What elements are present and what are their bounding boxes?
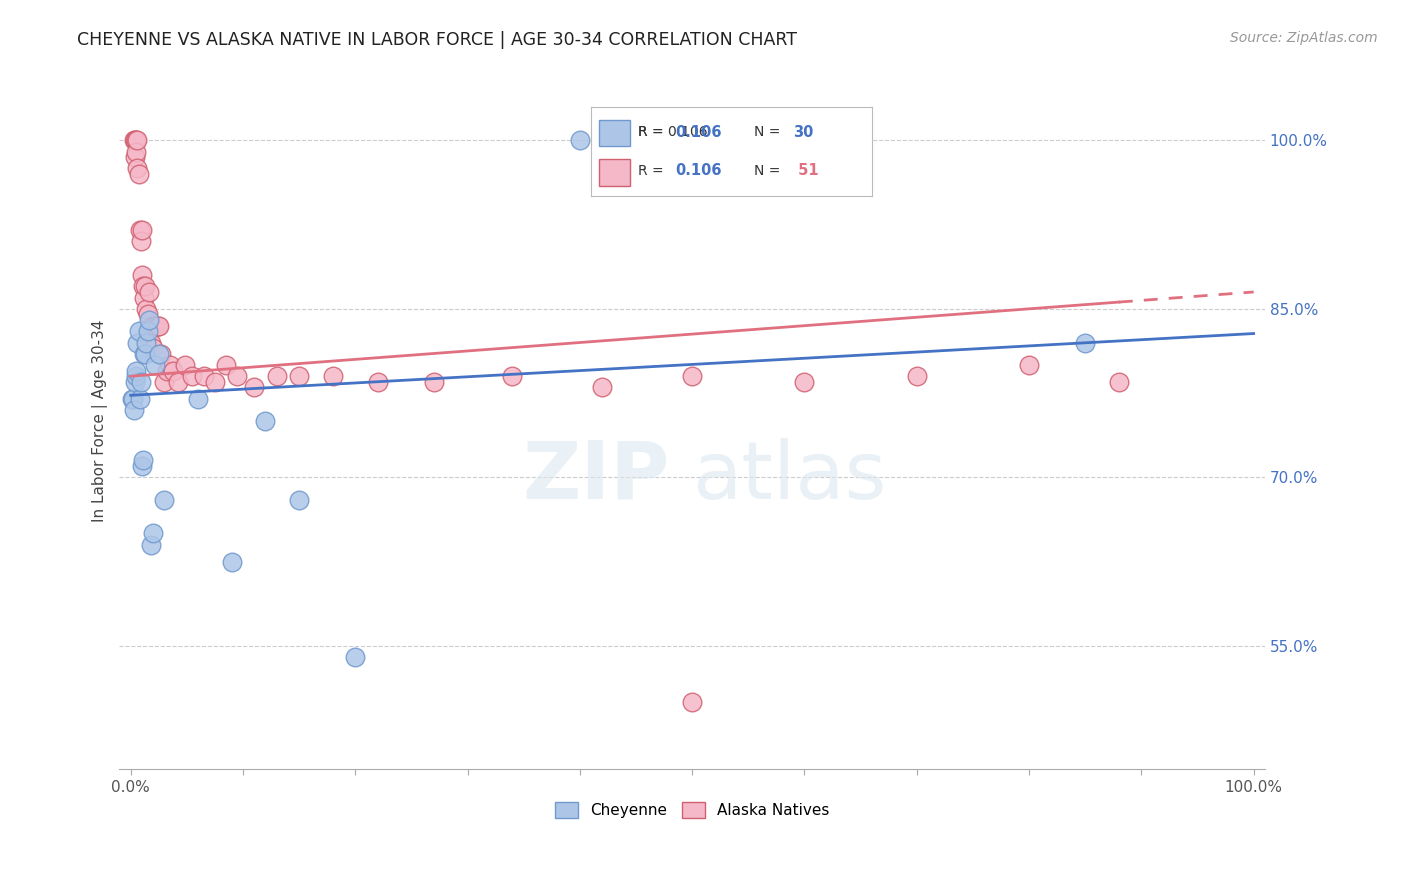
Text: N =: N = [754, 164, 785, 178]
Point [142, 526, 165, 541]
Point [138, 313, 160, 327]
Point [142, 341, 165, 355]
Point [138, 285, 160, 299]
Point [193, 369, 215, 384]
Point [124, 375, 146, 389]
Point [122, 392, 145, 406]
Point [145, 318, 167, 333]
Point [162, 363, 184, 377]
Point [159, 358, 181, 372]
Bar [599, 120, 630, 146]
Text: R =: R = [638, 164, 668, 178]
Point [226, 369, 249, 384]
Point [243, 380, 266, 394]
Point [146, 318, 169, 333]
Point [153, 492, 176, 507]
Point [166, 375, 188, 389]
Point [124, 150, 146, 164]
Point [128, 324, 150, 338]
Point [125, 369, 148, 384]
Text: R = 0.106: R = 0.106 [638, 126, 709, 139]
Point [568, 133, 591, 147]
Text: 30: 30 [793, 125, 813, 140]
Text: R =: R = [638, 126, 668, 139]
Point [125, 145, 148, 159]
Point [681, 695, 703, 709]
Point [124, 133, 146, 147]
Point [127, 335, 149, 350]
Text: 0.106: 0.106 [675, 163, 721, 178]
Point [134, 347, 156, 361]
Text: CHEYENNE VS ALASKA NATIVE IN LABOR FORCE | AGE 30-34 CORRELATION CHART: CHEYENNE VS ALASKA NATIVE IN LABOR FORCE… [77, 31, 797, 49]
Point [254, 414, 277, 428]
Text: 0.106: 0.106 [675, 125, 721, 140]
Point [153, 375, 176, 389]
Point [139, 335, 162, 350]
Point [1018, 358, 1040, 372]
Point [131, 268, 153, 282]
Point [132, 279, 155, 293]
Text: N =: N = [754, 126, 785, 139]
Point [204, 375, 226, 389]
Point [793, 375, 815, 389]
Point [173, 358, 195, 372]
Point [288, 369, 311, 384]
Point [128, 167, 150, 181]
Text: atlas: atlas [692, 438, 887, 516]
Text: 51: 51 [793, 163, 818, 178]
Point [128, 223, 150, 237]
Point [344, 650, 367, 665]
Point [423, 375, 446, 389]
Bar [599, 159, 630, 186]
Point [849, 139, 872, 153]
Point [127, 161, 149, 176]
Point [141, 318, 163, 333]
Point [125, 363, 148, 377]
Point [134, 291, 156, 305]
Point [125, 133, 148, 147]
Point [135, 335, 157, 350]
Point [148, 347, 170, 361]
Point [288, 492, 311, 507]
Point [905, 369, 928, 384]
Point [150, 347, 173, 361]
Y-axis label: In Labor Force | Age 30-34: In Labor Force | Age 30-34 [93, 320, 108, 523]
Point [681, 369, 703, 384]
Point [1074, 335, 1097, 350]
Point [131, 223, 153, 237]
Point [134, 347, 156, 361]
Text: Source: ZipAtlas.com: Source: ZipAtlas.com [1230, 31, 1378, 45]
Point [131, 458, 153, 473]
Point [136, 324, 159, 338]
Point [322, 369, 344, 384]
Point [127, 133, 149, 147]
Point [591, 380, 613, 394]
Point [129, 235, 152, 249]
Point [501, 369, 523, 384]
Point [129, 375, 152, 389]
Point [1108, 375, 1130, 389]
Legend: Cheyenne, Alaska Natives: Cheyenne, Alaska Natives [548, 797, 835, 824]
Point [139, 324, 162, 338]
Point [215, 358, 238, 372]
Text: ZIP: ZIP [522, 438, 669, 516]
Point [148, 318, 170, 333]
Point [145, 358, 167, 372]
Point [135, 301, 157, 316]
Point [134, 279, 156, 293]
Point [266, 369, 288, 384]
Point [132, 453, 155, 467]
Point [155, 363, 177, 377]
Point [367, 375, 389, 389]
Point [181, 369, 204, 384]
Point [128, 392, 150, 406]
Point [136, 308, 159, 322]
Point [121, 392, 143, 406]
Point [187, 392, 209, 406]
Point [139, 538, 162, 552]
Point [122, 403, 145, 417]
Point [122, 133, 145, 147]
Point [221, 555, 243, 569]
